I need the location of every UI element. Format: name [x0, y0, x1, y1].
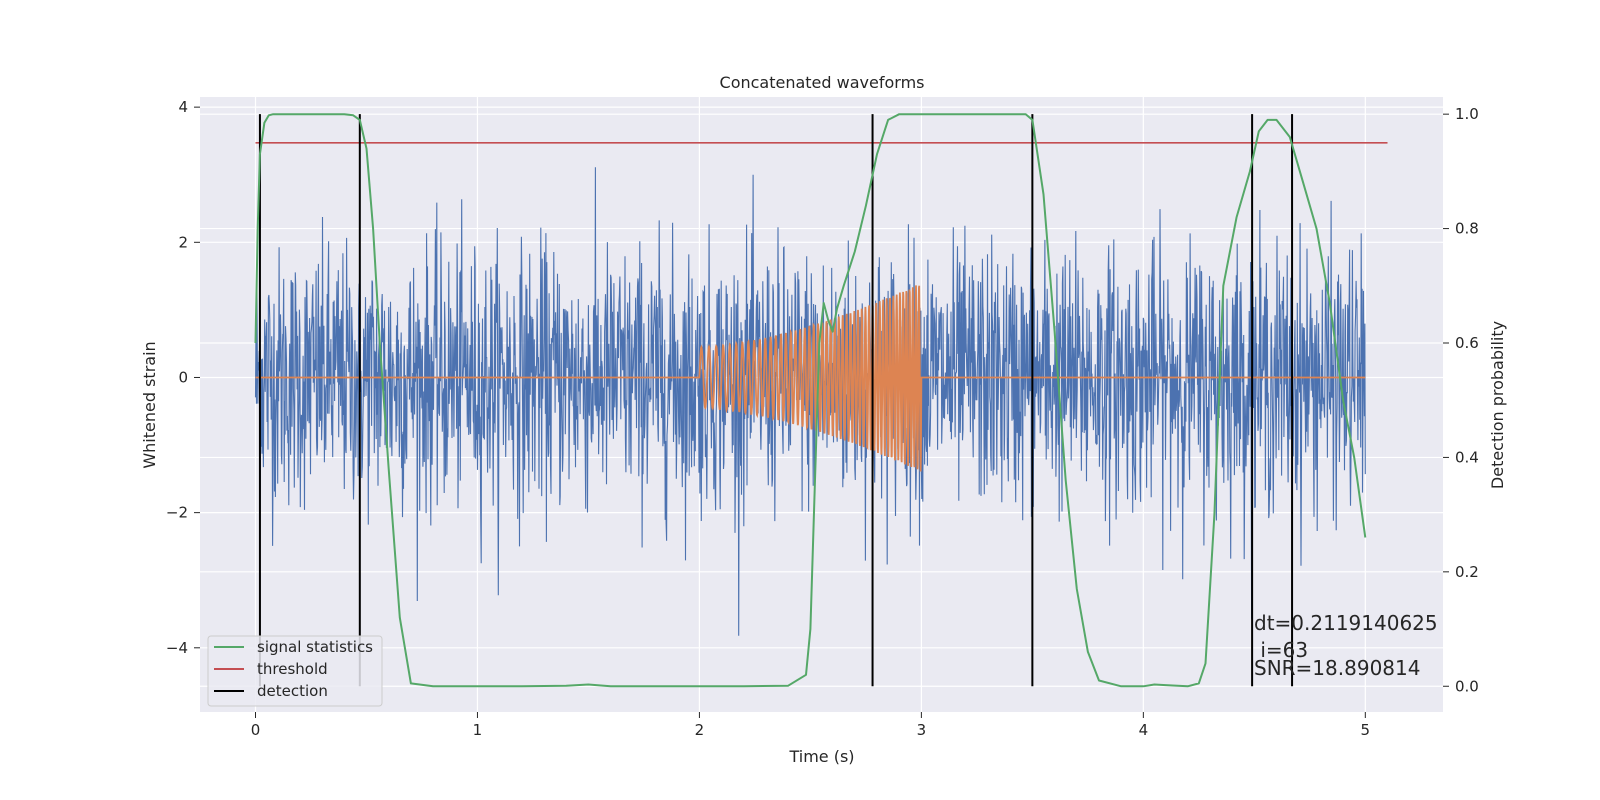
x-tick-label: 4	[1139, 721, 1149, 739]
y-tick-label: −4	[166, 639, 188, 657]
y2-tick-label: 0.4	[1455, 448, 1479, 466]
ticks: 0 1 2 3 4 5 −4 −2 0 2 4 0.0 0.2 0.4 0.6 0.8 1.0	[166, 98, 1479, 739]
annotation-index: i=63	[1254, 638, 1308, 662]
x-tick-label: 3	[917, 721, 927, 739]
legend-label-signal-statistics: signal statistics	[257, 638, 373, 656]
x-tick-label: 5	[1361, 721, 1371, 739]
legend-label-detection: detection	[257, 682, 328, 700]
y-axis-label: Whitened strain	[140, 341, 159, 468]
signal-statistics-line	[254, 113, 1367, 688]
y2-tick-label: 0.0	[1455, 677, 1479, 695]
legend: signal statistics threshold detection	[207, 635, 383, 707]
x-axis-label: Time (s)	[788, 747, 854, 766]
y2-tick-label: 0.8	[1455, 220, 1479, 238]
y2-tick-label: 0.2	[1455, 563, 1479, 581]
x-tick-label: 2	[695, 721, 705, 739]
legend-label-threshold: threshold	[257, 660, 328, 678]
y2-tick-label: 0.6	[1455, 334, 1479, 352]
y-tick-label: 0	[178, 368, 188, 386]
template-waveform-line	[255, 285, 1366, 472]
y2-tick-label: 1.0	[1455, 105, 1479, 123]
legend-box	[207, 635, 383, 707]
y-tick-label: −2	[166, 504, 188, 522]
annotation-dt: dt=0.2119140625	[1254, 611, 1438, 635]
y2-axis-label: Detection probability	[1488, 321, 1507, 489]
x-tick-label: 1	[473, 721, 483, 739]
marks	[254, 113, 1388, 688]
annotation: dt=0.2119140625 i=63 SNR=18.890814	[1254, 611, 1438, 680]
x-tick-label: 0	[251, 721, 261, 739]
y-tick-label: 4	[178, 98, 188, 116]
annotation-snr: SNR=18.890814	[1254, 656, 1420, 680]
chart-title: Concatenated waveforms	[720, 73, 925, 92]
y-tick-label: 2	[178, 233, 188, 251]
